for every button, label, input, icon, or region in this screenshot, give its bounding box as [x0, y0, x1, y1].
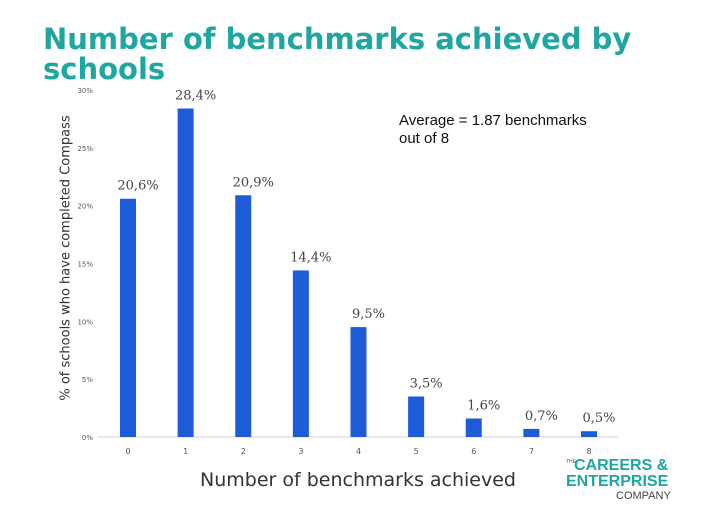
x-tick-label: 2	[241, 447, 246, 456]
y-tick-label: 30%	[77, 87, 93, 95]
bar	[292, 270, 309, 437]
x-tick-label: 5	[414, 447, 419, 456]
bar	[581, 431, 597, 437]
bar	[465, 418, 482, 437]
data-label: 0,5%	[582, 411, 615, 426]
data-label: 20,9%	[233, 175, 274, 190]
x-tick-label: 6	[471, 447, 476, 456]
careers-enterprise-logo: THE CAREERS & ENTERPRISE COMPANY	[566, 457, 686, 503]
x-axis-label: Number of benchmarks achieved	[200, 469, 516, 491]
logo-the: THE	[566, 459, 576, 465]
x-tick-label: 4	[356, 447, 361, 456]
bar	[350, 327, 367, 437]
x-tick-label: 7	[529, 447, 534, 456]
y-tick-label: 10%	[77, 318, 93, 326]
data-label: 0,7%	[525, 409, 558, 424]
y-tick-label: 15%	[77, 261, 93, 269]
data-label: 3,5%	[410, 377, 443, 392]
bar	[120, 198, 136, 437]
data-label: 9,5%	[352, 307, 385, 322]
x-tick-label: 0	[125, 447, 130, 456]
chart-title: Number of benchmarks achieved by schools	[43, 22, 632, 86]
y-tick-label: 20%	[77, 203, 93, 211]
bar	[523, 428, 540, 437]
bar	[235, 195, 252, 437]
average-annotation: Average = 1.87 benchmarks out of 8	[399, 112, 587, 147]
bar	[177, 108, 194, 438]
y-tick-label: 0%	[82, 434, 93, 442]
data-label: 28,4%	[175, 89, 216, 104]
x-tick-label: 3	[298, 447, 303, 456]
logo-line-company: COMPANY	[616, 490, 671, 502]
logo-line-careers: CAREERS &	[574, 457, 669, 474]
data-label: 20,6%	[117, 179, 158, 194]
data-label: 1,6%	[467, 398, 500, 413]
y-tick-label: 5%	[82, 376, 93, 384]
x-tick-label: 1	[183, 447, 188, 456]
logo-line-enterprise: ENTERPRISE	[566, 473, 669, 490]
x-tick-label: 8	[586, 447, 591, 456]
y-tick-label: 25%	[77, 145, 93, 153]
bar	[408, 396, 425, 437]
data-label: 14,4%	[290, 250, 331, 265]
